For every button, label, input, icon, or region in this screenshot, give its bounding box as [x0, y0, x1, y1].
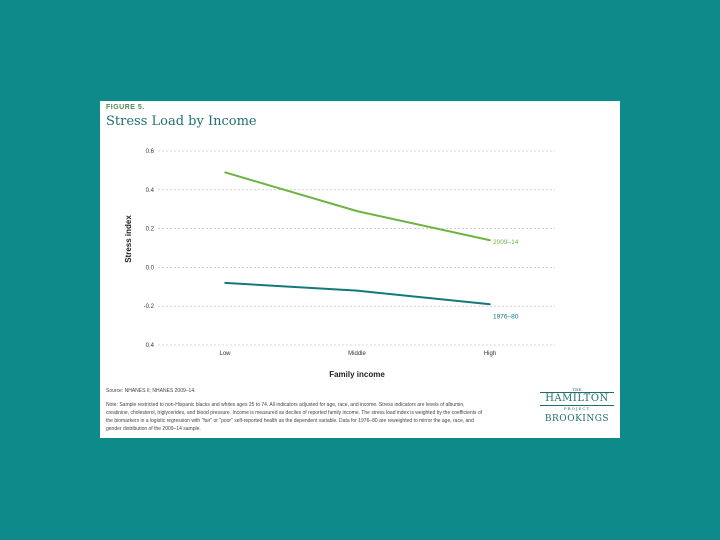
data-point	[224, 171, 226, 174]
line-chart: 0.6 0.4 0.2 0.0 -0.2 0.4 Low Middle High 2009–1…	[124, 149, 555, 379]
data-point	[356, 210, 358, 212]
note-text: Note: Sample restricted to non-Hispanic …	[106, 402, 483, 432]
source-text: Source: NHANES II; NHANES 2009–14.	[106, 388, 196, 394]
x-tick-label: Middle	[348, 351, 366, 357]
y-tick-label: 0.4	[146, 188, 155, 194]
y-axis-title: Stress index	[124, 215, 133, 263]
logo-hamilton: HAMILTON	[540, 392, 614, 406]
figure-card: FIGURE 5. Stress Load by Income 0.6 0.4 0.…	[100, 101, 620, 438]
series-line-2009-14	[224, 171, 491, 242]
y-tick-label: -0.2	[144, 304, 155, 310]
series-label: 2009–14	[493, 239, 519, 246]
x-axis-title: Family income	[329, 370, 385, 379]
logo-brookings: BROOKINGS	[544, 414, 610, 424]
figure-label: FIGURE 5.	[106, 104, 145, 111]
y-tick-label: 0.4	[146, 343, 155, 349]
data-point	[489, 303, 491, 306]
series-label: 1976–80	[493, 313, 519, 320]
data-point	[224, 282, 226, 284]
y-tick-label: 0.6	[146, 149, 155, 155]
y-tick-label: 0.0	[146, 265, 155, 271]
logo-the: THE	[572, 387, 582, 392]
y-tick-label: 0.2	[146, 227, 155, 233]
figure-title: Stress Load by Income	[106, 114, 257, 129]
x-tick-label: High	[484, 351, 496, 357]
hamilton-brookings-logo: THE HAMILTON PROJECT BROOKINGS	[540, 387, 614, 424]
x-tick-label: Low	[219, 351, 231, 357]
logo-project: PROJECT	[563, 406, 591, 411]
series-line-1976-80	[224, 281, 491, 306]
data-point	[489, 239, 491, 242]
data-point	[356, 289, 358, 292]
